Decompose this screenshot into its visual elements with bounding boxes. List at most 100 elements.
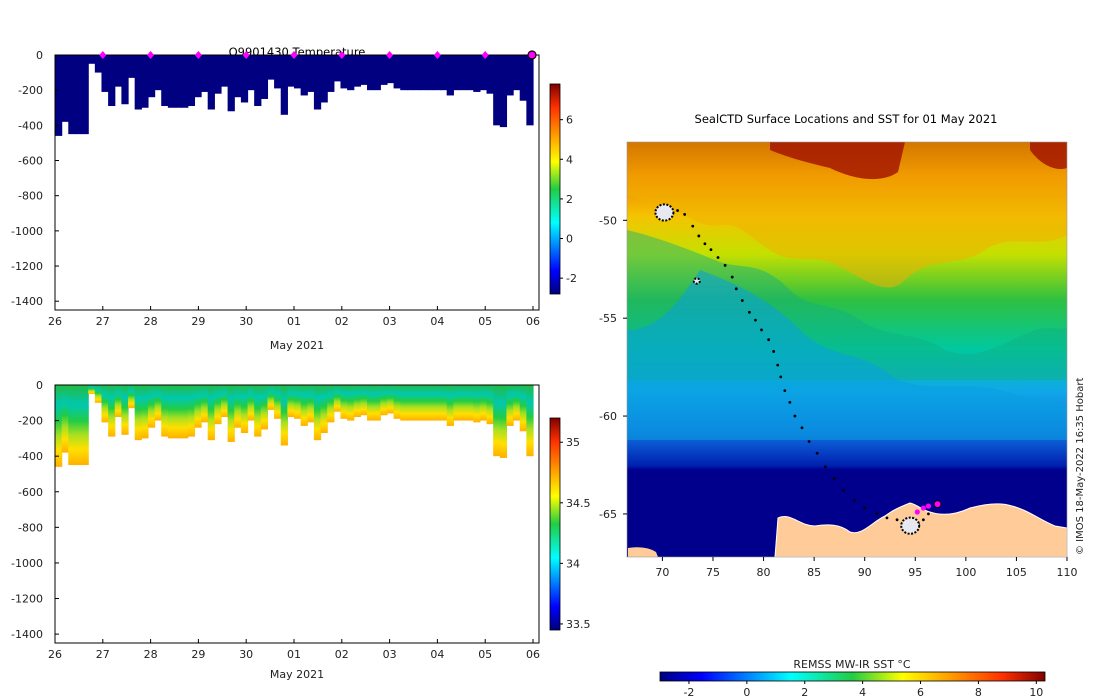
profile-bar [167,385,176,439]
x-tick-label: 80 [757,566,771,579]
profile-bar [214,385,222,425]
temperature-x-label: May 2021 [270,339,324,352]
profile-bar [121,55,129,105]
profile-bar [420,55,428,91]
profile-bar [513,55,521,91]
profile-bar [201,385,209,423]
track-point [783,389,787,393]
profile-bar [267,55,275,80]
track-point [793,414,797,418]
profile-bar [486,385,494,425]
profile-bar [274,55,282,89]
profile-bar [68,55,76,135]
colorbar-tick-label: -2 [683,686,694,699]
x-tick-label: 01 [287,315,301,328]
track-point [807,440,811,443]
profile-bar [167,55,176,108]
map-axes-frame [626,141,1068,558]
colorbar-tick-label: -2 [566,272,577,285]
x-tick-label: 30 [239,648,253,661]
profile-bar [61,55,69,122]
colorbar-tick-label: 33.5 [566,618,591,631]
y-tick-label: -60 [599,410,617,423]
profile-bar [81,55,89,135]
profile-bar [108,385,116,437]
track-point [885,516,889,520]
profile-bar [280,385,288,446]
track-point [779,375,783,379]
profile-bar [446,385,454,426]
profile-bar [333,55,342,82]
profile-bar [161,55,169,106]
y-tick-label: 0 [36,379,43,392]
x-tick-label: 02 [335,648,349,661]
track-point [875,512,879,516]
x-tick-label: 28 [144,648,158,661]
profile-bar [353,385,361,418]
x-tick-label: 01 [287,648,301,661]
surface-marker [481,51,489,59]
x-tick-label: 05 [478,648,492,661]
coast-island [628,547,658,557]
salinity-colorbar [549,417,561,631]
salinity-x-label: May 2021 [270,668,324,681]
temperature-x-ticks: 26 27 28 29 30 01 02 03 04 05 06 [48,306,540,328]
profile-bar [254,55,262,106]
profile-bar [420,385,428,421]
profile-bar [307,55,315,92]
track-point [716,256,720,259]
latest-positions [914,500,942,515]
track-point [776,363,780,367]
profile-bar [473,55,481,92]
x-tick-label: 06 [526,315,540,328]
temperature-profiles [55,55,534,136]
colorbar-tick-label: 0 [566,233,573,246]
track-point [767,338,771,342]
y-tick-label: -1200 [11,593,43,606]
y-tick-label: -1000 [11,225,43,238]
track-point [772,350,776,353]
track-point [691,224,695,228]
x-tick-label: 27 [96,648,110,661]
profile-bar [234,385,242,428]
profile-bar [187,385,196,437]
profile-bar [413,385,421,421]
profile-bar [260,385,269,430]
profile-bar [400,385,408,421]
surface-marker [194,51,202,59]
profile-bar [267,385,275,410]
surface-marker [147,51,155,59]
x-tick-label: 110 [1057,566,1078,579]
y-tick-label: -50 [599,214,617,227]
profile-bar [108,55,116,106]
profile-bar [114,385,122,418]
track-point [676,209,679,212]
profile-bar [347,55,355,91]
profile-bar [440,385,448,421]
profile-bar [333,385,342,412]
x-tick-label: 28 [144,315,158,328]
profile-bar [287,385,295,418]
colorbar-tick-label: 4 [566,153,573,166]
profile-bar [274,385,282,419]
profile-bar [313,55,322,110]
x-tick-label: 30 [239,315,253,328]
profile-bar [466,55,474,91]
x-tick-label: 26 [48,315,62,328]
x-tick-label: 90 [858,566,872,579]
profile-bar [101,55,109,92]
track-point [895,518,899,522]
profile-bar [360,385,368,416]
profile-bar [121,385,129,435]
profile-bar [240,385,249,434]
colorbar-tick-label: 2 [801,686,808,699]
sst-field [627,142,1067,557]
track-point [723,263,727,267]
profile-bar [174,55,182,108]
profile-bar [360,55,368,85]
track-point [823,465,827,469]
colorbar-tick-label: 35 [566,436,580,449]
profile-bar [340,385,348,419]
profile-bar [526,55,534,126]
salinity-profiles [55,385,534,467]
